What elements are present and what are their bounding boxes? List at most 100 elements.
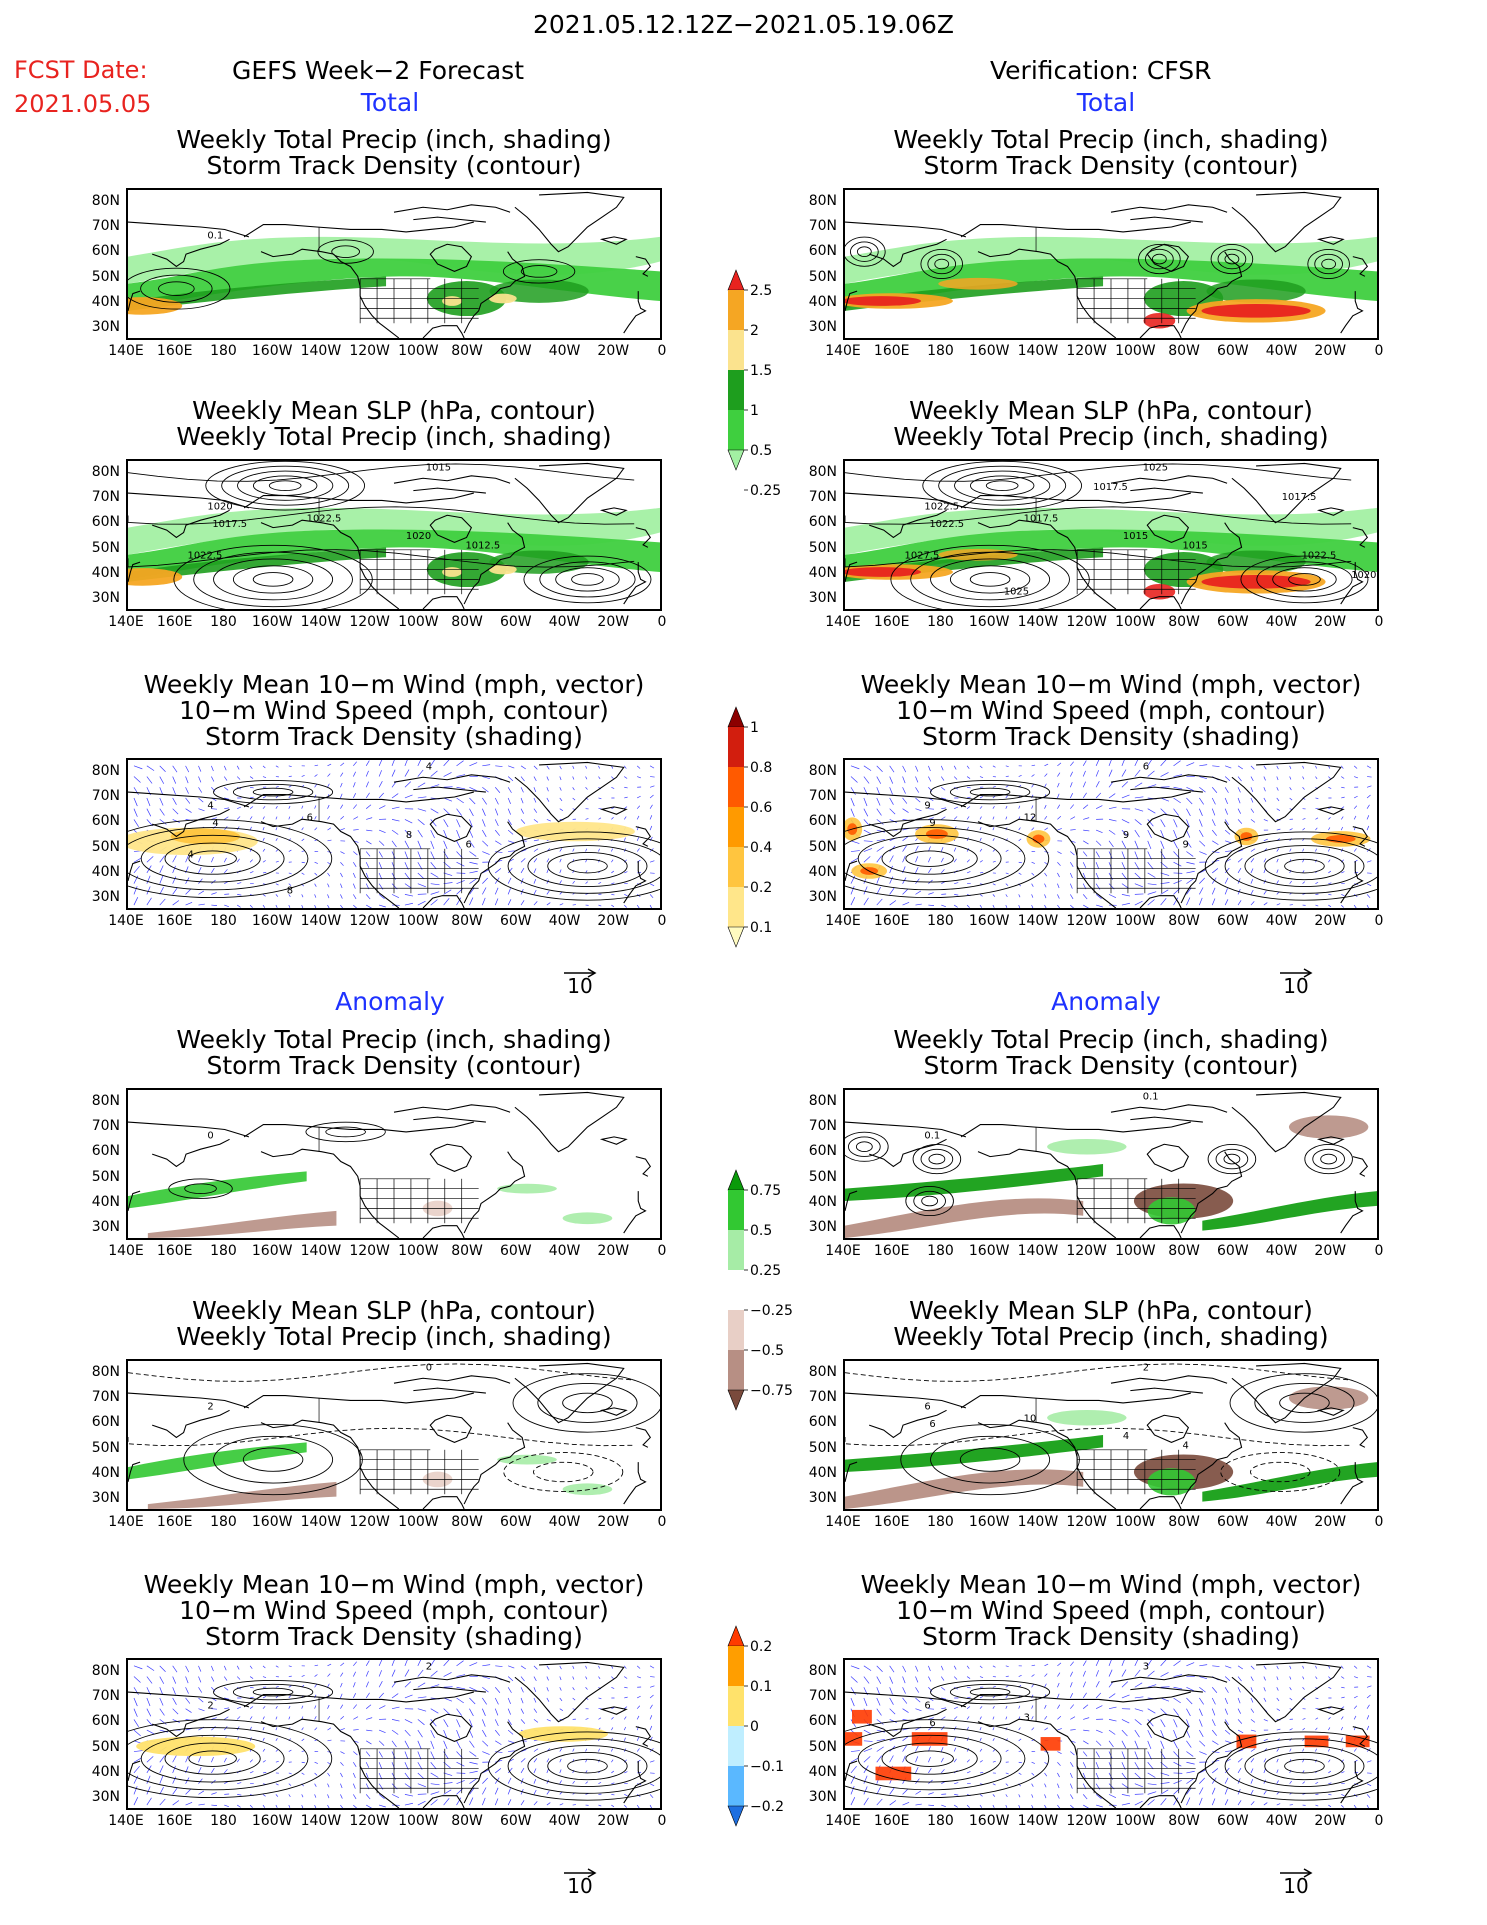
lon-label: 100W bbox=[1115, 1514, 1156, 1530]
colorbar-arrow bbox=[727, 269, 745, 291]
verification-panel-title: Weekly Mean 10−m Wind (mph, vector) 10−m… bbox=[860, 670, 1362, 751]
lon-label: 160W bbox=[251, 1813, 293, 1829]
storm-track-contours bbox=[845, 236, 886, 267]
lat-label: 80N bbox=[91, 192, 120, 209]
lon-label: 20W bbox=[1314, 913, 1347, 929]
lon-label: 60W bbox=[499, 913, 532, 929]
lon-label: 160E bbox=[873, 1243, 910, 1259]
lat-label: 30N bbox=[91, 319, 120, 336]
lat-label: 70N bbox=[808, 1118, 837, 1134]
colorbar-swatch bbox=[728, 727, 744, 767]
storm-track-core bbox=[1032, 834, 1045, 844]
lat-label: 60N bbox=[91, 243, 120, 260]
colorbar-arrow bbox=[727, 1169, 745, 1191]
colorbar-swatch bbox=[728, 1726, 744, 1766]
colorbar-arrow bbox=[727, 1625, 745, 1647]
lon-label: 0 bbox=[1374, 1243, 1384, 1259]
coastlines bbox=[128, 1362, 652, 1509]
state-boundaries bbox=[318, 797, 479, 894]
state-boundaries bbox=[1035, 227, 1196, 324]
colorbar-arrow bbox=[727, 706, 745, 728]
contour-label: 6 bbox=[929, 1718, 935, 1729]
lat-label: 30N bbox=[808, 590, 837, 607]
storm-track-anomaly bbox=[518, 1726, 608, 1742]
wind-speed-contours bbox=[487, 831, 660, 901]
contour-label: 0.1 bbox=[924, 1131, 940, 1142]
lon-label: 40W bbox=[548, 614, 581, 630]
lon-label: 180 bbox=[927, 343, 954, 359]
contour-label: 0 bbox=[426, 1363, 432, 1374]
state-boundaries bbox=[318, 227, 479, 324]
colorbar-swatch bbox=[728, 807, 744, 847]
lat-label: 60N bbox=[91, 1143, 120, 1160]
lat-label: 70N bbox=[808, 788, 837, 804]
contour-label: 12 bbox=[1024, 812, 1037, 823]
precip-max bbox=[128, 568, 183, 586]
lat-label: 70N bbox=[91, 1118, 120, 1134]
colorbar-label: 1.5 bbox=[750, 363, 772, 379]
colorbar-label: 0.1 bbox=[750, 920, 772, 936]
coastlines bbox=[845, 191, 1369, 338]
contour-labels: 0.1 bbox=[207, 231, 223, 242]
coastlines bbox=[128, 1091, 652, 1238]
map-plot: 1022.5 1025 1022.5 1017.5 1015 1015 1027.5 1025… bbox=[845, 461, 1377, 609]
lon-label: 160E bbox=[156, 1243, 193, 1259]
lon-label: 60W bbox=[499, 343, 532, 359]
contour-label: 4 bbox=[212, 818, 218, 829]
lon-label: 140E bbox=[825, 1514, 861, 1530]
precip-anomaly-negative bbox=[845, 1198, 1084, 1238]
lon-label: 0 bbox=[657, 614, 667, 630]
forecast-panel-title: Weekly Mean SLP (hPa, contour) Weekly To… bbox=[176, 1296, 612, 1351]
contour-label: 1020 bbox=[1351, 570, 1376, 581]
lon-label: 160W bbox=[251, 343, 293, 359]
precip-max bbox=[938, 548, 1018, 561]
colorbar-label: 0.2 bbox=[750, 880, 772, 896]
lat-label: 70N bbox=[91, 218, 120, 234]
contour-label: 3 bbox=[1143, 1662, 1149, 1673]
lon-label: 60W bbox=[1216, 913, 1249, 929]
contour-label: 4 bbox=[426, 762, 432, 773]
lat-label: 80N bbox=[91, 1662, 120, 1679]
vector-ref-fc-anom: 10 bbox=[560, 1864, 600, 1898]
contour-label: 8 bbox=[406, 830, 412, 841]
colorbar-swatch bbox=[728, 847, 744, 887]
contour-labels: 6 3 6 3 bbox=[924, 1662, 1149, 1729]
storm-track-anomaly-contours bbox=[845, 1131, 889, 1162]
lon-label: 100W bbox=[1115, 913, 1156, 929]
verification-precip-map bbox=[843, 188, 1379, 340]
lon-label: 0 bbox=[657, 343, 667, 359]
contour-label: 9 bbox=[1123, 830, 1129, 841]
lon-label: 180 bbox=[210, 614, 237, 630]
section-anomaly-left: Anomaly bbox=[335, 987, 445, 1016]
lon-label: 160E bbox=[156, 913, 193, 929]
storm-track-contours bbox=[1138, 244, 1181, 275]
colorbar-anomaly-storm: 0.2 0.1 0 −0.1 −0.2 bbox=[718, 1624, 818, 1874]
lon-label: 20W bbox=[1314, 343, 1347, 359]
storm-track-anomaly bbox=[1304, 1735, 1329, 1748]
lon-label: 160W bbox=[251, 1243, 293, 1259]
precip-anomaly-positive bbox=[1047, 1138, 1127, 1155]
slp-anomaly-contours bbox=[1229, 1373, 1377, 1433]
lat-label: 80N bbox=[808, 192, 837, 209]
storm-track-shading bbox=[515, 821, 635, 842]
contour-label: 1022.5 bbox=[307, 513, 342, 524]
map-plot: 1020 1015 1017.5 1022.5 1020 1012.5 1022.5 bbox=[128, 461, 660, 609]
lat-label: 50N bbox=[808, 1168, 837, 1185]
lon-label: 60W bbox=[499, 1813, 532, 1829]
lat-label: 50N bbox=[808, 1738, 837, 1755]
contour-labels: 0.1 0.1 bbox=[924, 1092, 1158, 1142]
precip-anomaly-positive bbox=[128, 1442, 307, 1480]
lon-label: 160W bbox=[251, 913, 293, 929]
contour-label: 1025 bbox=[1004, 586, 1029, 597]
lon-label: 160E bbox=[873, 1514, 910, 1530]
coastlines bbox=[845, 1362, 1369, 1509]
forecast-aprecip-map: 0 bbox=[126, 1088, 662, 1240]
colorbar-label: 0.5 bbox=[750, 443, 772, 459]
contour-label: 1017.5 bbox=[1282, 492, 1317, 503]
lat-label: 60N bbox=[808, 813, 837, 830]
slp-contours bbox=[1240, 555, 1369, 604]
lat-label: 30N bbox=[91, 1490, 120, 1507]
precip-max bbox=[1143, 583, 1176, 600]
colorbar-arrow bbox=[727, 1389, 745, 1411]
contour-label: 1022.5 bbox=[1302, 550, 1337, 561]
